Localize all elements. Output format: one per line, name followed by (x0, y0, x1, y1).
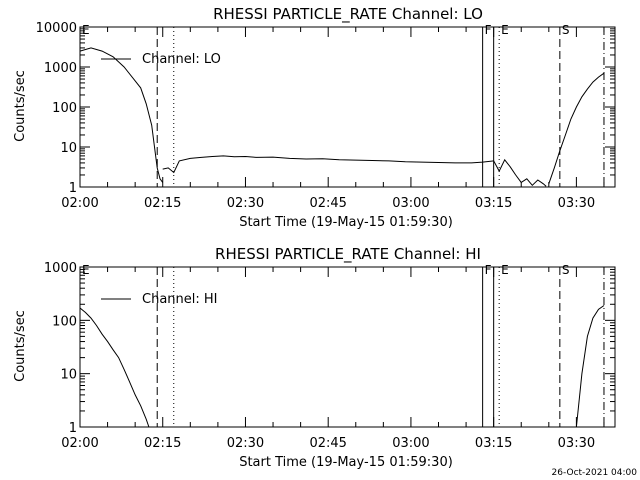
x-tick-label: 03:00 (392, 436, 429, 451)
x-tick-label: 02:15 (144, 196, 181, 211)
series-line (575, 305, 605, 428)
x-tick-label: 03:00 (392, 196, 429, 211)
x-axis-label: Start Time (19-May-15 01:59:30) (239, 455, 453, 470)
x-tick-label: 02:45 (309, 196, 346, 211)
y-tick-label: 1 (69, 421, 77, 436)
event-marker-label: S (562, 23, 570, 37)
x-tick-label: 02:45 (309, 436, 346, 451)
series-line (79, 307, 150, 428)
series-line (548, 72, 605, 184)
footer-timestamp: 26-Oct-2021 04:00 (552, 468, 638, 478)
x-tick-label: 03:30 (558, 436, 595, 451)
plot-frame (79, 266, 616, 428)
event-marker-label: F (485, 23, 492, 37)
legend-label: Channel: HI (142, 292, 218, 307)
y-tick-label: 10000 (36, 21, 77, 36)
series-line (515, 174, 547, 187)
x-tick-label: 02:00 (61, 436, 98, 451)
y-tick-label: 100 (52, 314, 77, 329)
x-tick-label: 02:15 (144, 436, 181, 451)
x-axis-label: Start Time (19-May-15 01:59:30) (239, 215, 453, 230)
y-tick-label: 10 (60, 141, 77, 156)
chart-title: RHESSI PARTICLE_RATE Channel: HI (215, 245, 481, 264)
chart-title: RHESSI PARTICLE_RATE Channel: LO (213, 5, 483, 24)
legend-label: Channel: LO (142, 52, 221, 67)
event-marker-label: E (501, 263, 509, 277)
series-line (79, 47, 164, 183)
event-marker-label: E (501, 23, 509, 37)
event-marker-label: S (562, 263, 570, 277)
y-tick-label: 1000 (44, 61, 77, 76)
y-tick-label: 100 (52, 101, 77, 116)
x-tick-label: 02:30 (227, 196, 264, 211)
event-marker-label: E (82, 23, 90, 37)
x-tick-label: 03:30 (558, 196, 595, 211)
event-marker-label: F (485, 263, 492, 277)
panel-hi: RHESSI PARTICLE_RATE Channel: HI Counts/… (13, 245, 616, 470)
x-tick-label: 03:15 (475, 196, 512, 211)
event-marker-label: E (82, 263, 90, 277)
y-axis-label: Counts/sec (13, 310, 28, 382)
y-tick-label: 1 (69, 181, 77, 196)
x-tick-label: 02:30 (227, 436, 264, 451)
x-tick-label: 02:00 (61, 196, 98, 211)
y-tick-label: 1000 (44, 261, 77, 276)
plot-frame (79, 26, 616, 188)
x-tick-label: 03:15 (475, 436, 512, 451)
y-tick-label: 10 (60, 368, 77, 383)
series-line (162, 155, 517, 176)
panel-lo: RHESSI PARTICLE_RATE Channel: LO Counts/… (13, 5, 616, 230)
y-axis-label: Counts/sec (13, 70, 28, 142)
